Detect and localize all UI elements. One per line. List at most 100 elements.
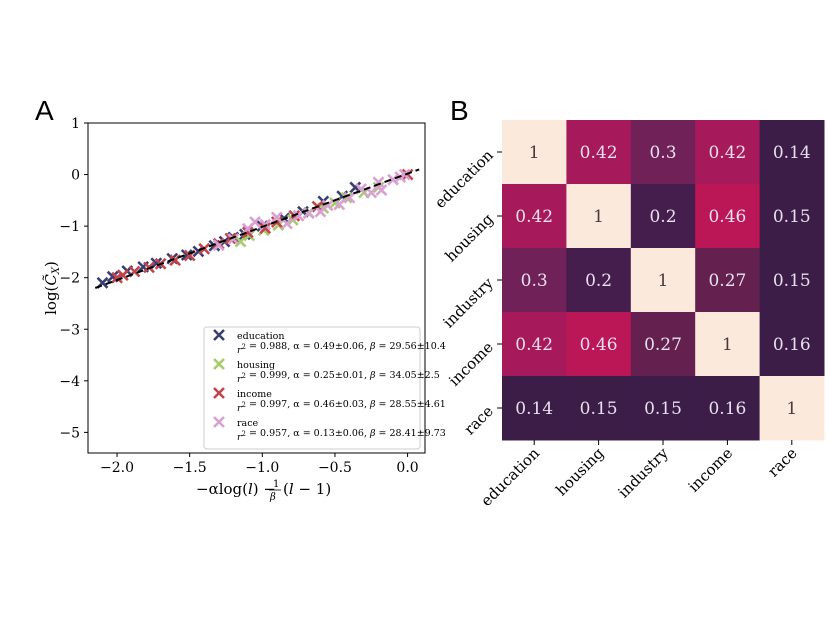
heatmap-cell-value: 1 bbox=[593, 207, 604, 227]
heatmap-cell-value: 0.42 bbox=[708, 143, 746, 163]
data-point bbox=[281, 217, 293, 230]
heatmap-cell-value: 1 bbox=[786, 399, 797, 419]
data-point bbox=[343, 191, 356, 204]
legend-marker bbox=[213, 416, 225, 428]
svg-text:(l − 1): (l − 1) bbox=[283, 480, 331, 498]
heatmap-cell bbox=[695, 376, 761, 441]
heatmap-cell bbox=[630, 312, 696, 377]
heatmap-cell-value: 1 bbox=[658, 271, 669, 291]
heatmap-cell-value: 0.3 bbox=[521, 271, 548, 291]
legend-series-name: income bbox=[237, 389, 272, 400]
heatmap-cell-value: 1 bbox=[722, 335, 733, 355]
legend-marker bbox=[213, 329, 225, 341]
heatmap-cell-value: 0.16 bbox=[708, 399, 746, 419]
heatmap-cell bbox=[695, 184, 761, 249]
scatter-plot: 1 0 −1 −2 −3 −4 −5 −2.0 −1.5 −1.0 −0.5 0.0 log(C̃X… bbox=[42, 116, 446, 503]
data-point bbox=[259, 222, 272, 235]
data-point bbox=[302, 207, 315, 220]
heatmap-cell bbox=[759, 120, 825, 185]
panel-label-a: A bbox=[35, 95, 54, 126]
heatmap-cell-value: 0.42 bbox=[580, 143, 618, 163]
y-tick-label: −2 bbox=[59, 271, 80, 287]
heatmap-cell bbox=[759, 248, 825, 313]
x-axis-label: −αlog(l) − 1 β (l − 1) bbox=[196, 479, 331, 503]
fit-line bbox=[94, 168, 420, 289]
legend-series-name: race bbox=[237, 418, 259, 429]
heatmap-cell-value: 0.27 bbox=[708, 271, 746, 291]
heatmap-cell-value: 0.42 bbox=[515, 207, 553, 227]
data-point bbox=[180, 249, 193, 261]
heatmap-cell-value: 1 bbox=[529, 143, 540, 163]
y-tick-label: 1 bbox=[71, 116, 80, 132]
y-tick-label: −5 bbox=[59, 425, 80, 441]
col-label-race: race bbox=[764, 444, 800, 480]
heatmap-cell bbox=[566, 120, 632, 185]
svg-text:−αlog(l) −: −αlog(l) − bbox=[196, 480, 276, 498]
heatmap-cell bbox=[502, 312, 567, 377]
heatmap-cell-value: 0.2 bbox=[585, 271, 612, 291]
heatmap-cell-value: 0.15 bbox=[580, 399, 618, 419]
heatmap-cell-value: 0.42 bbox=[515, 335, 553, 355]
legend-marker bbox=[213, 387, 225, 399]
data-point bbox=[365, 186, 378, 199]
heatmap-cell-value: 0.15 bbox=[773, 271, 811, 291]
data-point bbox=[375, 184, 388, 196]
y-ticks: 1 0 −1 −2 −3 −4 −5 bbox=[59, 116, 88, 441]
heatmap-cell bbox=[502, 376, 567, 441]
svg-text:1: 1 bbox=[273, 479, 279, 490]
plot-frame bbox=[87, 122, 426, 454]
data-point bbox=[333, 198, 346, 211]
x-tick-label: −0.5 bbox=[318, 460, 352, 476]
heatmap-cell bbox=[695, 248, 761, 313]
heatmap-cell-value: 0.15 bbox=[644, 399, 682, 419]
heatmap-cell-value: 0.3 bbox=[649, 143, 676, 163]
heatmap-cell-value: 0.2 bbox=[649, 207, 676, 227]
legend-series-name: education bbox=[237, 331, 285, 342]
data-point bbox=[398, 168, 411, 181]
panel-label-b: B bbox=[450, 95, 469, 126]
row-label-housing: housing bbox=[442, 210, 498, 266]
legend-series-stats: r2 = 0.957, α = 0.13±0.06, β = 28.41±9.7… bbox=[237, 428, 446, 443]
heatmap-cell bbox=[566, 376, 632, 441]
heatmap-cell bbox=[695, 312, 761, 377]
row-label-income: income bbox=[445, 338, 497, 390]
y-tick-label: 0 bbox=[71, 168, 80, 184]
heatmap-cell bbox=[502, 120, 567, 185]
data-point bbox=[241, 226, 254, 239]
heatmap-cell bbox=[630, 184, 696, 249]
data-point bbox=[227, 233, 240, 245]
row-label-education: education bbox=[431, 146, 497, 212]
x-tick-label: 0.0 bbox=[396, 460, 418, 476]
heatmap-cell bbox=[502, 248, 567, 313]
heatmap-cell bbox=[502, 184, 567, 249]
heatmap-cell bbox=[630, 376, 696, 441]
legend-series-stats: r2 = 0.988, α = 0.49±0.06, β = 29.56±10.… bbox=[237, 341, 446, 356]
heatmap-cell bbox=[566, 248, 632, 313]
y-tick-label: −1 bbox=[59, 219, 80, 235]
heatmap-cell bbox=[630, 120, 696, 185]
legend-series-stats: r2 = 0.999, α = 0.25±0.01, β = 34.05±2.5 bbox=[237, 370, 440, 385]
x-tick-label: −2.0 bbox=[100, 460, 134, 476]
y-tick-label: −4 bbox=[59, 374, 80, 390]
heatmap-cell bbox=[759, 376, 825, 441]
x-tick-label: −1.0 bbox=[245, 460, 279, 476]
heatmap-cell bbox=[759, 184, 825, 249]
legend-series-stats: r2 = 0.997, α = 0.46±0.03, β = 28.55±4.6… bbox=[237, 399, 446, 414]
heatmap-cell-value: 0.14 bbox=[773, 143, 811, 163]
heatmap-cell bbox=[566, 312, 632, 377]
heatmap-cell-value: 0.15 bbox=[773, 207, 811, 227]
col-label-income: income bbox=[685, 444, 737, 496]
x-tick-label: −1.5 bbox=[173, 460, 207, 476]
y-tick-label: −3 bbox=[59, 322, 80, 338]
heatmap-cell-value: 0.16 bbox=[773, 335, 811, 355]
y-axis-label: log(C̃X) bbox=[42, 261, 62, 315]
heatmap-cell bbox=[566, 184, 632, 249]
col-label-education: education bbox=[477, 444, 543, 510]
heatmap-cell bbox=[695, 120, 761, 185]
heatmap-cell bbox=[630, 248, 696, 313]
